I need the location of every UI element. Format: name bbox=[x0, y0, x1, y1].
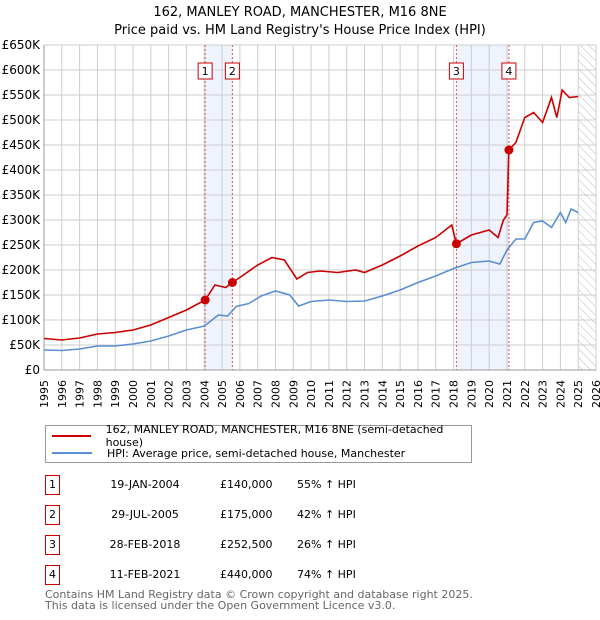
transaction-row: 1 19-JAN-2004 £140,000 55% ↑ HPI bbox=[45, 475, 465, 495]
footer-line: This data is licensed under the Open Gov… bbox=[45, 599, 396, 612]
sale-label-box bbox=[448, 62, 464, 80]
sale-point bbox=[504, 145, 514, 155]
series-line bbox=[43, 207, 579, 352]
transaction-date: 11-FEB-2021 bbox=[109, 568, 181, 581]
legend: 162, MANLEY ROAD, MANCHESTER, M16 8NE (s… bbox=[45, 423, 472, 463]
legend-swatch-blue bbox=[52, 452, 92, 454]
x-tick-label: 2012 bbox=[341, 380, 354, 408]
transaction-row: 4 11-FEB-2021 £440,000 74% ↑ HPI bbox=[45, 565, 465, 585]
x-tick-label: 1995 bbox=[38, 380, 51, 408]
x-tick-label: 2020 bbox=[483, 380, 496, 408]
series-line bbox=[43, 88, 579, 341]
x-tick-label: 1998 bbox=[91, 380, 104, 408]
x-tick-label: 1999 bbox=[109, 380, 122, 408]
legend-item-property: 162, MANLEY ROAD, MANCHESTER, M16 8NE (s… bbox=[46, 423, 471, 449]
x-tick-label: 1997 bbox=[74, 380, 87, 408]
y-tick-label: £400K bbox=[2, 163, 42, 177]
y-tick-label: £100K bbox=[2, 313, 42, 327]
legend-label: 162, MANLEY ROAD, MANCHESTER, M16 8NE (s… bbox=[105, 423, 444, 449]
x-tick-label: 2008 bbox=[269, 380, 282, 408]
price-chart: 1995 1996 1997 1998 1999 2000 2001 2002 2003 2004… bbox=[2, 38, 600, 408]
transaction-hpi: 42% ↑ HPI bbox=[297, 508, 356, 521]
y-tick-label: £350K bbox=[2, 188, 42, 202]
transaction-price: £175,000 bbox=[220, 508, 273, 521]
sale-label-box bbox=[197, 62, 213, 80]
x-tick-label: 2026 bbox=[590, 380, 600, 408]
y-tick-label: £600K bbox=[2, 63, 42, 77]
sale-label-box bbox=[501, 62, 517, 80]
sale-point bbox=[451, 239, 461, 249]
x-tick-label: 2021 bbox=[501, 380, 514, 408]
y-tick-label: £50K bbox=[9, 338, 41, 352]
x-tick-label: 2003 bbox=[180, 380, 193, 408]
x-tick-label: 2019 bbox=[465, 380, 478, 408]
legend-item-hpi: HPI: Average price, semi-detached house,… bbox=[46, 445, 405, 461]
footer: Contains HM Land Registry data © Crown c… bbox=[45, 589, 473, 611]
transaction-date: 29-JUL-2005 bbox=[111, 508, 179, 521]
x-tick-label: 2016 bbox=[412, 380, 425, 408]
forecast-hatch bbox=[578, 45, 596, 370]
sale-label-box bbox=[224, 62, 240, 80]
x-tick-label: 2011 bbox=[323, 380, 336, 408]
x-tick-label: 2007 bbox=[252, 380, 265, 408]
x-tick-label: 2014 bbox=[376, 380, 389, 408]
sale-point bbox=[200, 295, 210, 305]
title-line: 162, MANLEY ROAD, MANCHESTER, M16 8NE bbox=[153, 5, 447, 20]
y-tick-label: £500K bbox=[2, 113, 42, 127]
y-tick-label: £300K bbox=[2, 213, 42, 227]
transaction-number: 3 bbox=[45, 535, 60, 555]
transaction-number: 1 bbox=[45, 475, 60, 495]
y-tick-label: £200K bbox=[2, 263, 42, 277]
transaction-price: £440,000 bbox=[220, 568, 273, 581]
sale-label: 1 bbox=[202, 65, 209, 78]
x-tick-label: 1996 bbox=[56, 380, 69, 408]
x-tick-label: 2002 bbox=[163, 380, 176, 408]
transaction-price: £252,500 bbox=[220, 538, 273, 551]
y-tick-label: £550K bbox=[2, 88, 42, 102]
x-tick-label: 2024 bbox=[554, 380, 567, 408]
x-tick-label: 2000 bbox=[127, 380, 140, 408]
legend-label: HPI: Average price, semi-detached house,… bbox=[107, 446, 406, 460]
shaded-period bbox=[456, 45, 509, 370]
sale-label: 4 bbox=[505, 65, 512, 78]
y-tick-label: £250K bbox=[2, 238, 42, 252]
y-tick-label: £0 bbox=[25, 363, 40, 377]
chart-title: 162, MANLEY ROAD, MANCHESTER, M16 8NE Pri… bbox=[0, 4, 600, 40]
x-tick-label: 2001 bbox=[145, 380, 158, 408]
x-tick-label: 2009 bbox=[287, 380, 300, 408]
transaction-hpi: 74% ↑ HPI bbox=[297, 568, 356, 581]
transaction-hpi: 55% ↑ HPI bbox=[297, 478, 356, 491]
transaction-date: 28-FEB-2018 bbox=[109, 538, 181, 551]
transaction-price: £140,000 bbox=[220, 478, 273, 491]
sale-point bbox=[227, 278, 237, 287]
legend-swatch-red bbox=[52, 435, 91, 437]
x-tick-label: 2013 bbox=[359, 380, 372, 408]
y-tick-label: £150K bbox=[2, 288, 42, 302]
x-tick-label: 2006 bbox=[234, 380, 247, 408]
footer-line: Contains HM Land Registry data © Crown c… bbox=[45, 588, 473, 601]
transaction-row: 2 29-JUL-2005 £175,000 42% ↑ HPI bbox=[45, 505, 465, 525]
y-tick-label: £450K bbox=[2, 138, 42, 152]
transaction-hpi: 26% ↑ HPI bbox=[297, 538, 356, 551]
x-tick-label: 2025 bbox=[572, 380, 585, 408]
transaction-number: 2 bbox=[45, 505, 60, 525]
x-tick-label: 2004 bbox=[198, 380, 211, 408]
x-tick-label: 2022 bbox=[519, 380, 532, 408]
x-tick-label: 2018 bbox=[448, 380, 461, 408]
x-tick-label: 2015 bbox=[394, 380, 407, 408]
transaction-row: 3 28-FEB-2018 £252,500 26% ↑ HPI bbox=[45, 535, 465, 555]
x-tick-label: 2023 bbox=[537, 380, 550, 408]
sale-label: 2 bbox=[229, 65, 236, 78]
x-tick-label: 2005 bbox=[216, 380, 229, 408]
transaction-date: 19-JAN-2004 bbox=[110, 478, 180, 491]
transaction-number: 4 bbox=[45, 565, 60, 585]
subtitle-line: Price paid vs. HM Land Registry's House … bbox=[114, 23, 486, 38]
sale-label: 3 bbox=[453, 65, 460, 78]
x-tick-label: 2017 bbox=[430, 380, 443, 408]
x-tick-label: 2010 bbox=[305, 380, 318, 408]
y-tick-label: £650K bbox=[2, 38, 42, 52]
